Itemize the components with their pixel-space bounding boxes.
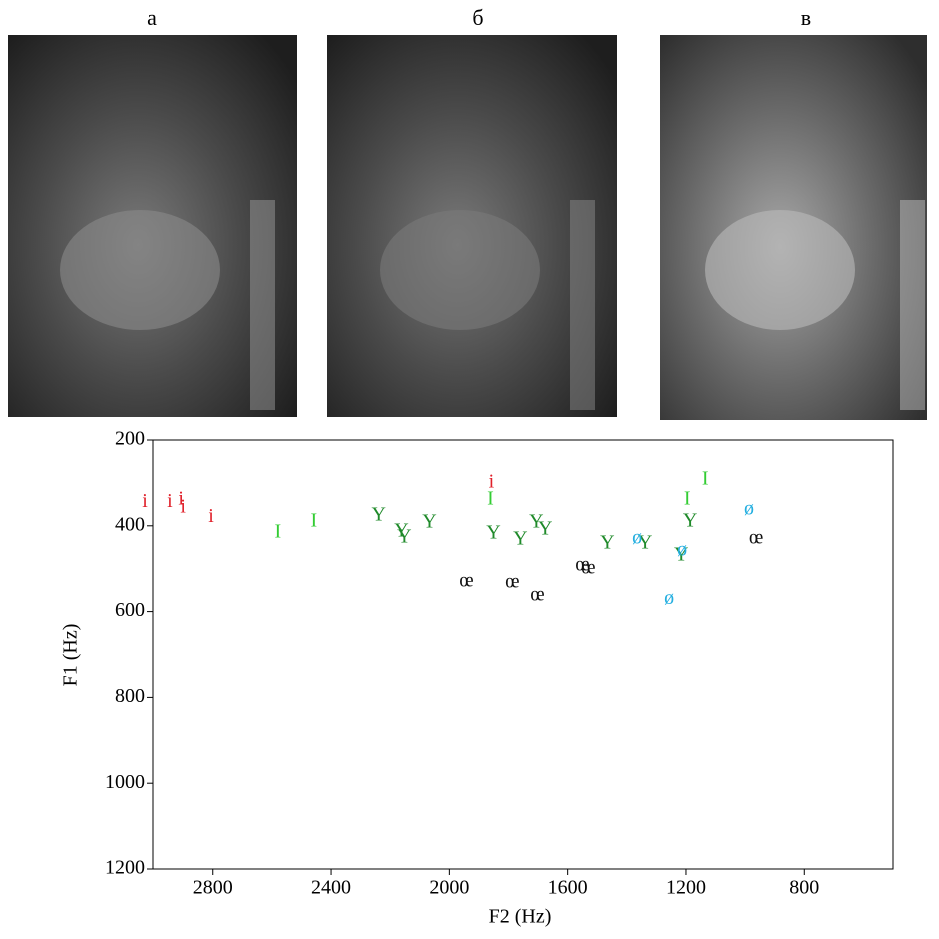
point: I [311,510,318,532]
plot-frame [152,439,894,870]
point: I [702,467,709,489]
point: Y [486,522,500,544]
point: i [167,490,173,512]
point: I [274,521,281,543]
point: Y [683,510,697,532]
point: ø [677,539,687,561]
panel-label: б [472,5,483,30]
panel-label: в [801,5,811,30]
point: œ [505,570,519,592]
point: Y [600,531,614,553]
x-tick-label: 2400 [311,877,351,899]
point: Y [513,528,527,550]
point: Y [674,543,688,565]
y-tick-label: 1200 [105,857,145,879]
mri-image [8,35,297,417]
y-tick-label: 1000 [105,771,145,793]
y-tick-label: 800 [115,685,145,707]
x-tick-label: 2000 [429,877,469,899]
point: ø [632,527,642,549]
point: i [489,470,495,492]
point: Y [371,504,385,526]
x-tick-label: 1200 [666,877,706,899]
point: Y [538,518,552,540]
point: Y [394,519,408,541]
y-tick-label: 400 [115,513,145,535]
point: Y [422,510,436,532]
point: i [180,495,186,517]
point: I [487,488,494,510]
x-tick-label: 1600 [548,877,588,899]
mri-image [327,35,617,417]
point: œ [749,527,763,549]
point: ø [664,587,674,609]
point: œ [530,584,544,606]
point: Y [529,510,543,532]
point: ø [744,498,754,520]
mri-image [660,35,927,420]
y-axis-label: F1 (Hz) [60,624,82,687]
point: œ [575,554,589,576]
point: Y [397,525,411,547]
y-tick-label: 200 [115,428,145,450]
point: i [178,488,184,510]
point: i [208,505,214,527]
point: œ [459,570,473,592]
point: I [684,488,691,510]
x-axis-label: F2 (Hz) [489,906,552,928]
x-tick-label: 2800 [193,877,233,899]
point: œ [581,557,595,579]
x-tick-label: 800 [789,877,819,899]
y-tick-label: 600 [115,599,145,621]
point: i [142,490,148,512]
point: Y [638,531,652,553]
panel-label: а [147,5,157,30]
